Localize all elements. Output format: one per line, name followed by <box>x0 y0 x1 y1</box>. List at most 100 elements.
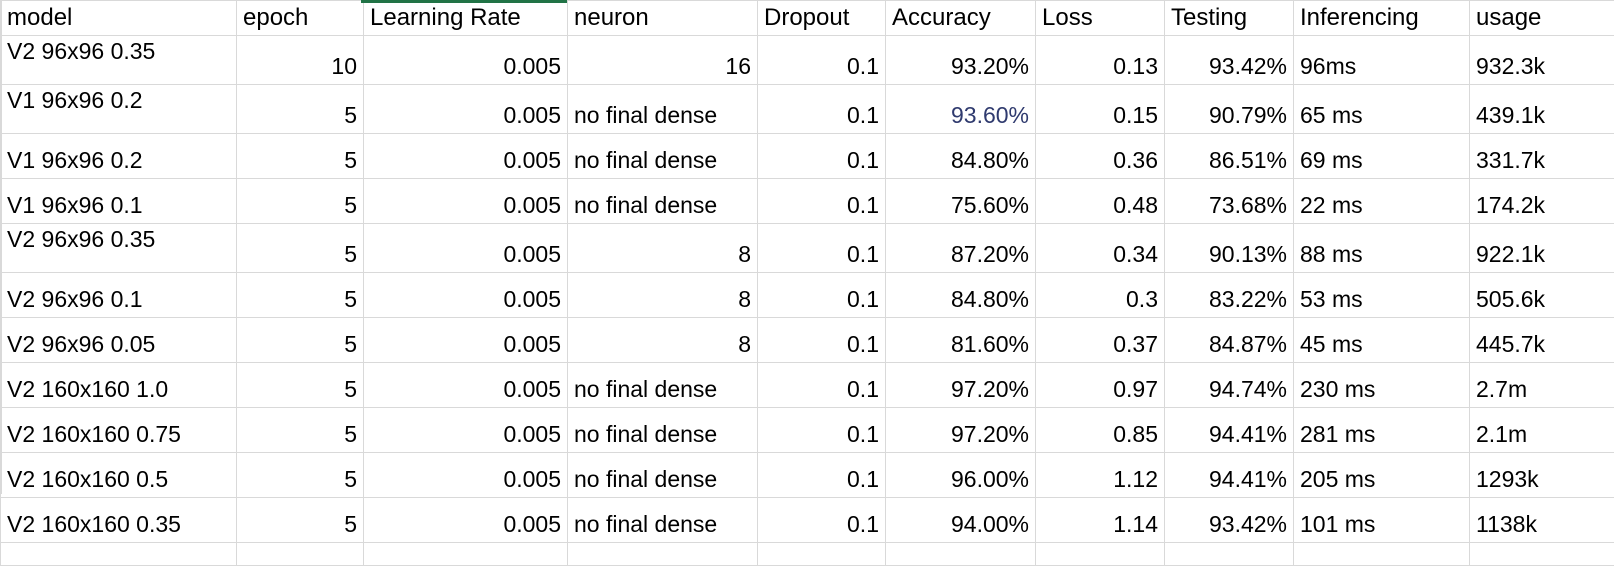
cell-accuracy[interactable]: 84.80% <box>886 273 1036 318</box>
cell-inferencing[interactable]: 88 ms <box>1294 224 1470 273</box>
header-cell-dropout[interactable]: Dropout <box>758 1 886 36</box>
empty-cell[interactable] <box>758 543 886 566</box>
cell-learning-rate[interactable]: 0.005 <box>364 36 568 85</box>
cell-neuron[interactable]: 16 <box>568 36 758 85</box>
cell-dropout[interactable]: 0.1 <box>758 498 886 543</box>
cell-epoch[interactable]: 10 <box>237 36 364 85</box>
cell-loss[interactable]: 1.14 <box>1036 498 1165 543</box>
header-cell-testing[interactable]: Testing <box>1165 1 1294 36</box>
cell-dropout[interactable]: 0.1 <box>758 36 886 85</box>
cell-inferencing[interactable]: 65 ms <box>1294 85 1470 134</box>
cell-model[interactable]: V1 96x96 0.2 <box>1 134 237 179</box>
header-cell-usage[interactable]: usage <box>1470 1 1614 36</box>
empty-cell[interactable] <box>1036 543 1165 566</box>
cell-inferencing[interactable]: 22 ms <box>1294 179 1470 224</box>
header-cell-neuron[interactable]: neuron <box>568 1 758 36</box>
cell-model[interactable]: V2 160x160 0.35 <box>1 498 237 543</box>
header-cell-inferencing[interactable]: Inferencing <box>1294 1 1470 36</box>
cell-neuron[interactable]: no final dense <box>568 85 758 134</box>
cell-learning-rate[interactable]: 0.005 <box>364 408 568 453</box>
cell-usage[interactable]: 174.2k <box>1470 179 1614 224</box>
cell-learning-rate[interactable]: 0.005 <box>364 134 568 179</box>
cell-dropout[interactable]: 0.1 <box>758 179 886 224</box>
cell-loss[interactable]: 0.13 <box>1036 36 1165 85</box>
cell-dropout[interactable]: 0.1 <box>758 273 886 318</box>
cell-testing[interactable]: 94.41% <box>1165 453 1294 498</box>
cell-neuron[interactable]: no final dense <box>568 134 758 179</box>
cell-dropout[interactable]: 0.1 <box>758 85 886 134</box>
header-cell-model[interactable]: model <box>1 1 237 36</box>
cell-learning-rate[interactable]: 0.005 <box>364 318 568 363</box>
cell-accuracy[interactable]: 93.60% <box>886 85 1036 134</box>
cell-inferencing[interactable]: 69 ms <box>1294 134 1470 179</box>
cell-usage[interactable]: 1293k <box>1470 453 1614 498</box>
cell-neuron[interactable]: 8 <box>568 224 758 273</box>
cell-model[interactable]: V2 96x96 0.35 <box>1 224 237 273</box>
cell-usage[interactable]: 932.3k <box>1470 36 1614 85</box>
cell-loss[interactable]: 0.48 <box>1036 179 1165 224</box>
header-cell-learning-rate[interactable]: Learning Rate <box>364 1 568 36</box>
cell-inferencing[interactable]: 205 ms <box>1294 453 1470 498</box>
cell-learning-rate[interactable]: 0.005 <box>364 363 568 408</box>
cell-loss[interactable]: 0.3 <box>1036 273 1165 318</box>
cell-dropout[interactable]: 0.1 <box>758 453 886 498</box>
cell-usage[interactable]: 445.7k <box>1470 318 1614 363</box>
cell-loss[interactable]: 0.97 <box>1036 363 1165 408</box>
cell-epoch[interactable]: 5 <box>237 408 364 453</box>
cell-usage[interactable]: 922.1k <box>1470 224 1614 273</box>
cell-epoch[interactable]: 5 <box>237 85 364 134</box>
cell-model[interactable]: V2 160x160 1.0 <box>1 363 237 408</box>
empty-cell[interactable] <box>364 543 568 566</box>
cell-epoch[interactable]: 5 <box>237 273 364 318</box>
cell-learning-rate[interactable]: 0.005 <box>364 453 568 498</box>
cell-neuron[interactable]: 8 <box>568 273 758 318</box>
cell-epoch[interactable]: 5 <box>237 224 364 273</box>
cell-model[interactable]: V1 96x96 0.2 <box>1 85 237 134</box>
cell-model[interactable]: V2 160x160 0.5 <box>1 453 237 498</box>
empty-cell[interactable] <box>1165 543 1294 566</box>
empty-cell[interactable] <box>1 543 237 566</box>
cell-usage[interactable]: 2.1m <box>1470 408 1614 453</box>
cell-accuracy[interactable]: 97.20% <box>886 408 1036 453</box>
cell-model[interactable]: V2 160x160 0.75 <box>1 408 237 453</box>
cell-testing[interactable]: 93.42% <box>1165 36 1294 85</box>
cell-loss[interactable]: 0.36 <box>1036 134 1165 179</box>
cell-usage[interactable]: 2.7m <box>1470 363 1614 408</box>
cell-model[interactable]: V2 96x96 0.1 <box>1 273 237 318</box>
empty-cell[interactable] <box>237 543 364 566</box>
cell-loss[interactable]: 1.12 <box>1036 453 1165 498</box>
cell-epoch[interactable]: 5 <box>237 363 364 408</box>
cell-learning-rate[interactable]: 0.005 <box>364 179 568 224</box>
cell-accuracy[interactable]: 81.60% <box>886 318 1036 363</box>
header-cell-epoch[interactable]: epoch <box>237 1 364 36</box>
cell-learning-rate[interactable]: 0.005 <box>364 498 568 543</box>
cell-inferencing[interactable]: 230 ms <box>1294 363 1470 408</box>
cell-neuron[interactable]: no final dense <box>568 498 758 543</box>
cell-testing[interactable]: 86.51% <box>1165 134 1294 179</box>
cell-testing[interactable]: 84.87% <box>1165 318 1294 363</box>
cell-loss[interactable]: 0.85 <box>1036 408 1165 453</box>
cell-dropout[interactable]: 0.1 <box>758 408 886 453</box>
cell-epoch[interactable]: 5 <box>237 498 364 543</box>
cell-accuracy[interactable]: 94.00% <box>886 498 1036 543</box>
cell-usage[interactable]: 439.1k <box>1470 85 1614 134</box>
cell-testing[interactable]: 90.79% <box>1165 85 1294 134</box>
cell-accuracy[interactable]: 97.20% <box>886 363 1036 408</box>
cell-learning-rate[interactable]: 0.005 <box>364 85 568 134</box>
cell-neuron[interactable]: 8 <box>568 318 758 363</box>
cell-testing[interactable]: 90.13% <box>1165 224 1294 273</box>
empty-cell[interactable] <box>886 543 1036 566</box>
cell-testing[interactable]: 83.22% <box>1165 273 1294 318</box>
empty-cell[interactable] <box>1294 543 1470 566</box>
cell-accuracy[interactable]: 87.20% <box>886 224 1036 273</box>
cell-learning-rate[interactable]: 0.005 <box>364 273 568 318</box>
cell-dropout[interactable]: 0.1 <box>758 224 886 273</box>
cell-neuron[interactable]: no final dense <box>568 363 758 408</box>
cell-accuracy[interactable]: 75.60% <box>886 179 1036 224</box>
header-cell-accuracy[interactable]: Accuracy <box>886 1 1036 36</box>
cell-epoch[interactable]: 5 <box>237 453 364 498</box>
cell-testing[interactable]: 94.74% <box>1165 363 1294 408</box>
cell-inferencing[interactable]: 101 ms <box>1294 498 1470 543</box>
cell-dropout[interactable]: 0.1 <box>758 318 886 363</box>
